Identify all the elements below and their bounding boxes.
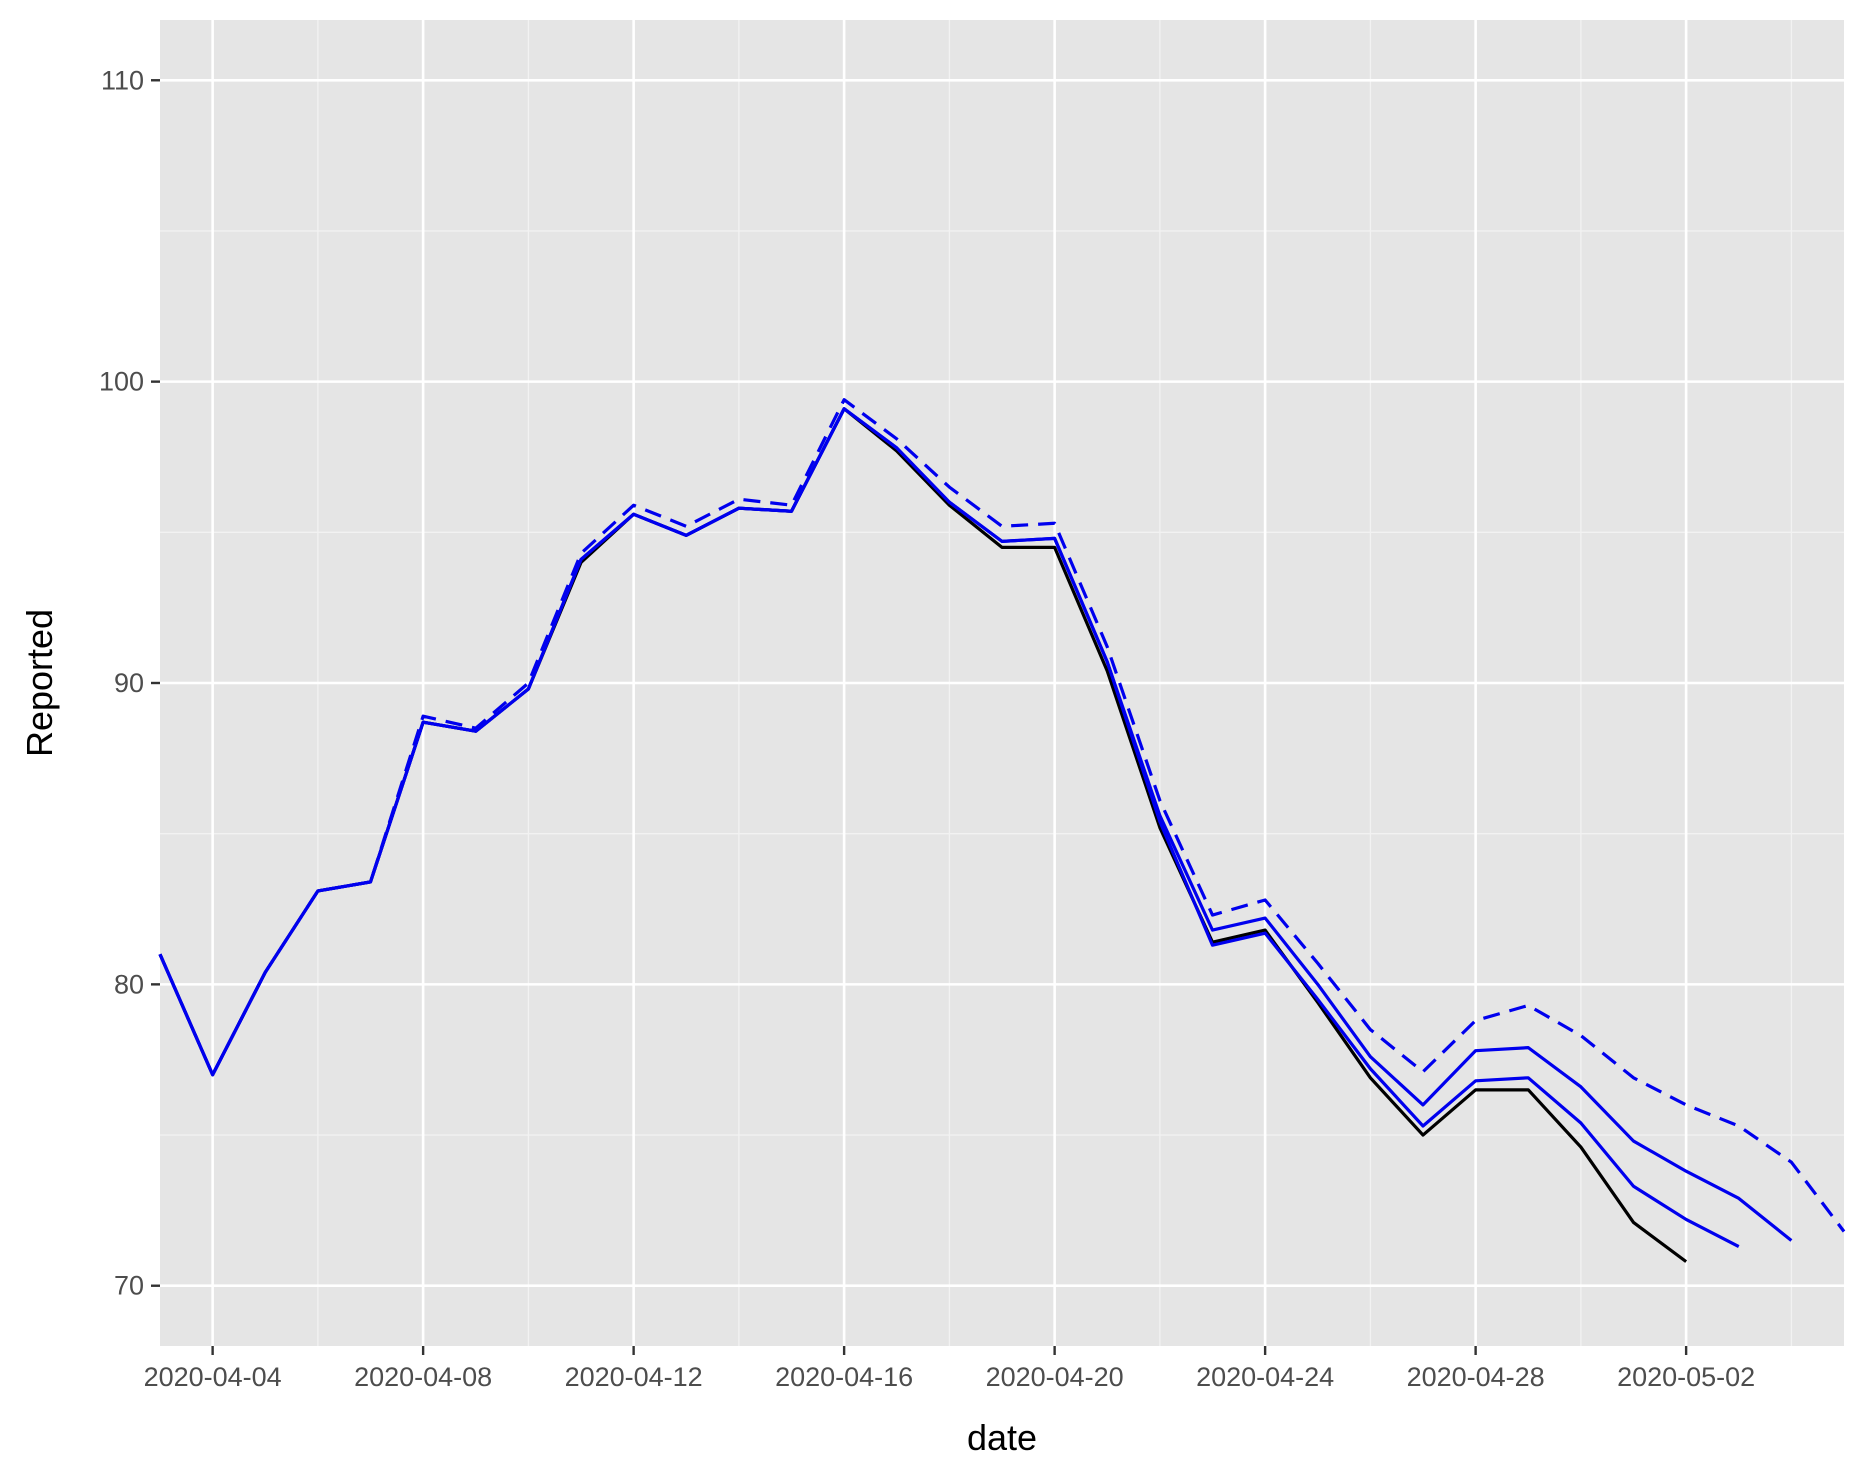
y-tick-label: 90	[114, 668, 144, 698]
x-axis-title: date	[967, 1417, 1037, 1458]
x-tick-label: 2020-04-20	[986, 1362, 1124, 1392]
x-tick-label: 2020-05-02	[1617, 1362, 1755, 1392]
series-line-3	[158, 407, 1793, 1242]
major-gridlines	[160, 20, 1844, 1346]
y-tick-label: 70	[114, 1271, 144, 1301]
x-tick-label: 2020-04-08	[354, 1362, 492, 1392]
x-axis-ticks: 2020-04-04 2020-04-08 2020-04-12 2020-04-16…	[144, 1346, 1755, 1392]
y-tick-label: 80	[114, 969, 144, 999]
y-axis-title: Reported	[19, 609, 60, 757]
x-tick-label: 2020-04-28	[1407, 1362, 1545, 1392]
x-tick-label: 2020-04-16	[775, 1362, 913, 1392]
series-lines	[158, 398, 1846, 1263]
x-tick-label: 2020-04-12	[565, 1362, 703, 1392]
y-axis-ticks: 70 80 90 100 110	[99, 65, 160, 1301]
x-tick-label: 2020-04-24	[1196, 1362, 1334, 1392]
x-tick-label: 2020-04-04	[144, 1362, 282, 1392]
series-line-4	[158, 398, 1846, 1233]
y-tick-label: 110	[101, 65, 144, 95]
y-tick-label: 100	[99, 367, 144, 397]
